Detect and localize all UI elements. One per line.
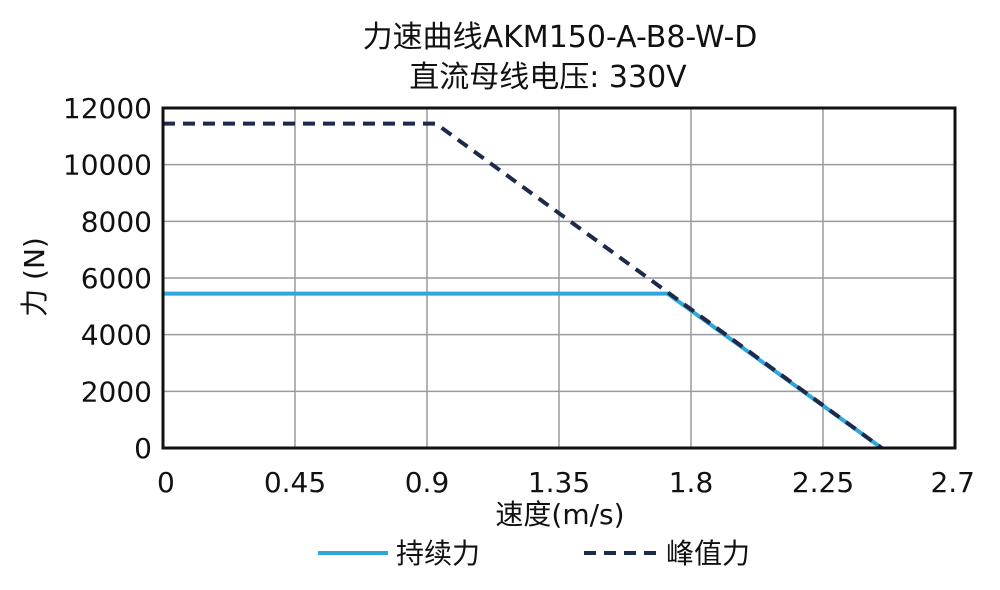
x-tick-labels: 0 0.45 0.9 1.35 1.8 2.25 2.7 <box>157 466 975 499</box>
y-tick-label: 12000 <box>63 92 152 125</box>
chart-title-line-2: 直流母线电压: 330V <box>409 60 687 95</box>
legend-label-continuous: 持续力 <box>396 537 480 570</box>
grid <box>162 107 956 449</box>
y-axis-label: 力 (N) <box>18 237 51 317</box>
x-tick-label: 1.35 <box>528 466 590 499</box>
y-tick-label: 10000 <box>63 149 152 182</box>
x-tick-label: 2.7 <box>930 466 975 499</box>
y-tick-label: 8000 <box>81 205 152 238</box>
x-tick-label: 2.25 <box>792 466 854 499</box>
x-tick-label: 0.9 <box>405 466 450 499</box>
y-tick-label: 2000 <box>81 375 152 408</box>
x-tick-label: 1.8 <box>669 466 714 499</box>
y-tick-labels: 0 2000 4000 6000 8000 10000 12000 <box>63 92 152 465</box>
series-layer <box>163 121 883 450</box>
x-tick-label: 0.45 <box>264 466 326 499</box>
y-tick-label: 6000 <box>81 262 152 295</box>
x-tick-label: 0 <box>157 466 175 499</box>
y-tick-label: 4000 <box>81 319 152 352</box>
y-tick-label: 0 <box>134 432 152 465</box>
x-axis-label: 速度(m/s) <box>495 498 624 531</box>
plot-frame <box>161 106 957 450</box>
legend: 持续力 峰值力 <box>318 537 750 570</box>
chart-title-line-1: 力速曲线AKM150-A-B8-W-D <box>363 20 758 55</box>
legend-label-peak: 峰值力 <box>666 537 750 570</box>
series-line-peak <box>163 121 883 450</box>
